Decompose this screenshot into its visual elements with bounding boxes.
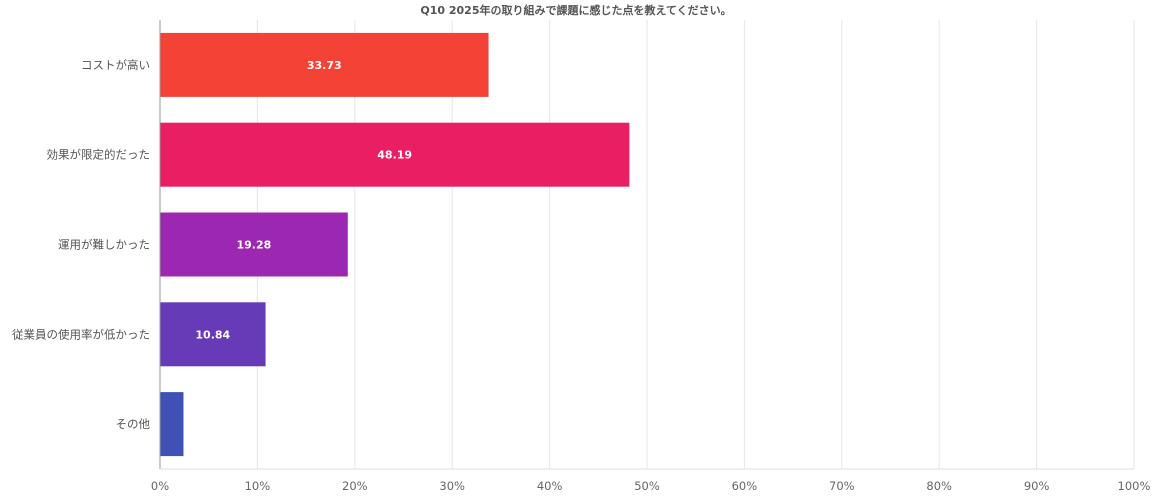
- bar-value-label: 33.73: [307, 59, 342, 72]
- x-tick-label: 20%: [342, 479, 368, 493]
- category-label: その他: [116, 417, 151, 431]
- x-tick-label: 90%: [1024, 479, 1050, 493]
- bar: [160, 302, 266, 367]
- bar: [160, 122, 630, 187]
- x-tick-label: 50%: [634, 479, 660, 493]
- chart-title: Q10 2025年の取り組みで課題に感じた点を教えてください。: [420, 3, 731, 17]
- x-tick-label: 10%: [245, 479, 271, 493]
- x-axis-ticks: 0% 10% 20% 30% 40% 50% 60% 70% 80% 90% 100%: [151, 479, 1151, 493]
- bar-value-label: 10.84: [195, 328, 230, 341]
- category-label: 従業員の使用率が低かった: [12, 327, 150, 341]
- category-label: 運用が難しかった: [58, 238, 150, 252]
- bar-value-label: 48.19: [377, 149, 412, 162]
- category-label: コストが高い: [81, 58, 150, 72]
- x-tick-label: 80%: [926, 479, 952, 493]
- x-tick-label: 100%: [1118, 479, 1151, 493]
- category-label: 効果が限定的だった: [47, 148, 151, 162]
- bar: [160, 212, 348, 277]
- bars: 33.73 48.19 19.28 10.84: [160, 32, 630, 457]
- bar-value-label: 19.28: [236, 239, 271, 252]
- x-tick-label: 40%: [537, 479, 563, 493]
- x-tick-label: 0%: [151, 479, 169, 493]
- x-tick-label: 60%: [732, 479, 758, 493]
- x-tick-label: 70%: [829, 479, 855, 493]
- bar: [160, 32, 489, 97]
- x-tick-label: 30%: [439, 479, 465, 493]
- bar: [160, 392, 184, 457]
